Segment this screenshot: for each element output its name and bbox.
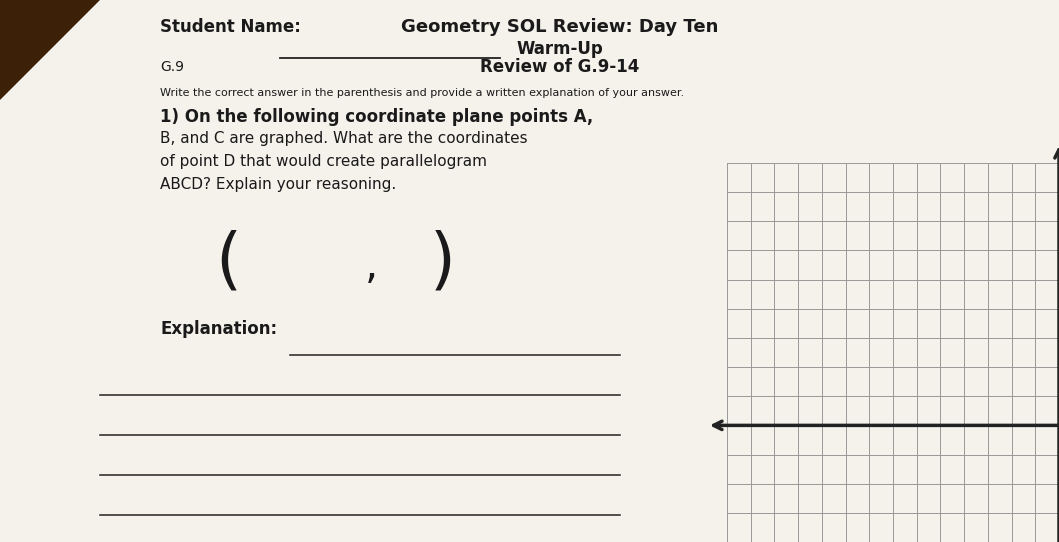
Polygon shape <box>900 0 1059 60</box>
Text: Student Name:: Student Name: <box>160 18 301 36</box>
Text: ABCD? Explain your reasoning.: ABCD? Explain your reasoning. <box>160 177 396 192</box>
Text: G.9: G.9 <box>160 60 184 74</box>
Text: Warm-Up: Warm-Up <box>517 40 604 58</box>
Text: Review of G.9-14: Review of G.9-14 <box>481 58 640 76</box>
Polygon shape <box>0 0 200 120</box>
Text: Explanation:: Explanation: <box>160 320 277 338</box>
Text: ,: , <box>365 245 378 287</box>
Text: (: ( <box>215 230 241 296</box>
Text: B, and C are graphed. What are the coordinates: B, and C are graphed. What are the coord… <box>160 131 527 146</box>
Text: Write the correct answer in the parenthesis and provide a written explanation of: Write the correct answer in the parenthe… <box>160 88 684 98</box>
Text: 1) On the following coordinate plane points A,: 1) On the following coordinate plane poi… <box>160 108 593 126</box>
Text: of point D that would create parallelogram: of point D that would create parallelogr… <box>160 154 487 169</box>
Text: Geometry SOL Review: Day Ten: Geometry SOL Review: Day Ten <box>401 18 719 36</box>
Text: ): ) <box>430 230 455 296</box>
